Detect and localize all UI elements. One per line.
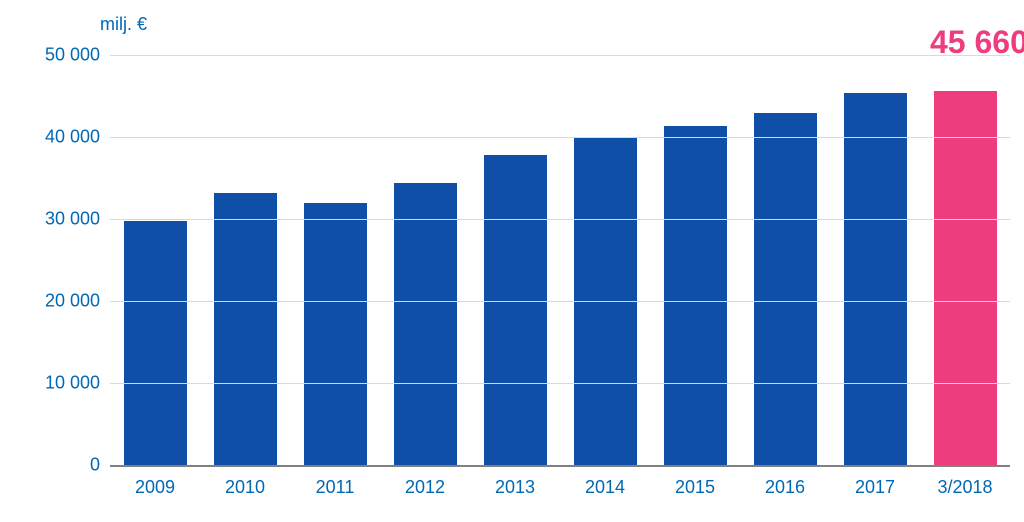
gridline <box>110 301 1010 302</box>
bar <box>304 203 367 465</box>
x-axis-baseline <box>110 465 1010 467</box>
y-tick-label: 50 000 <box>45 45 100 66</box>
gridline <box>110 219 1010 220</box>
bar-slot: 2014 <box>560 55 650 465</box>
gridline <box>110 137 1010 138</box>
bar-slot: 2015 <box>650 55 740 465</box>
bar-slot: 2013 <box>470 55 560 465</box>
bar <box>214 193 277 465</box>
bar-slot: 2016 <box>740 55 830 465</box>
x-tick-label: 3/2018 <box>937 477 992 498</box>
bar <box>124 221 187 465</box>
bar <box>934 91 997 465</box>
x-tick-label: 2013 <box>495 477 535 498</box>
bars-container: 2009201020112012201320142015201620173/20… <box>110 55 1010 465</box>
x-tick-label: 2009 <box>135 477 175 498</box>
bar <box>844 93 907 465</box>
y-axis-unit-label: milj. € <box>100 14 147 35</box>
x-tick-label: 2015 <box>675 477 715 498</box>
bar <box>394 183 457 465</box>
bar-chart: milj. € 45 660 2009201020112012201320142… <box>0 0 1024 522</box>
bar-slot: 2011 <box>290 55 380 465</box>
x-tick-label: 2012 <box>405 477 445 498</box>
gridline <box>110 55 1010 56</box>
x-tick-label: 2010 <box>225 477 265 498</box>
bar <box>754 113 817 465</box>
y-tick-label: 10 000 <box>45 373 100 394</box>
y-tick-label: 20 000 <box>45 291 100 312</box>
bar-slot: 2017 <box>830 55 920 465</box>
bar-slot: 2012 <box>380 55 470 465</box>
bar-slot: 2009 <box>110 55 200 465</box>
bar-slot: 3/2018 <box>920 55 1010 465</box>
y-tick-label: 30 000 <box>45 209 100 230</box>
x-tick-label: 2011 <box>316 477 355 498</box>
bar <box>664 126 727 465</box>
x-tick-label: 2014 <box>585 477 625 498</box>
y-tick-label: 40 000 <box>45 127 100 148</box>
plot-area: 2009201020112012201320142015201620173/20… <box>110 55 1010 465</box>
y-tick-label: 0 <box>90 455 100 476</box>
x-tick-label: 2017 <box>855 477 895 498</box>
bar <box>484 155 547 465</box>
bar-slot: 2010 <box>200 55 290 465</box>
x-tick-label: 2016 <box>765 477 805 498</box>
gridline <box>110 383 1010 384</box>
